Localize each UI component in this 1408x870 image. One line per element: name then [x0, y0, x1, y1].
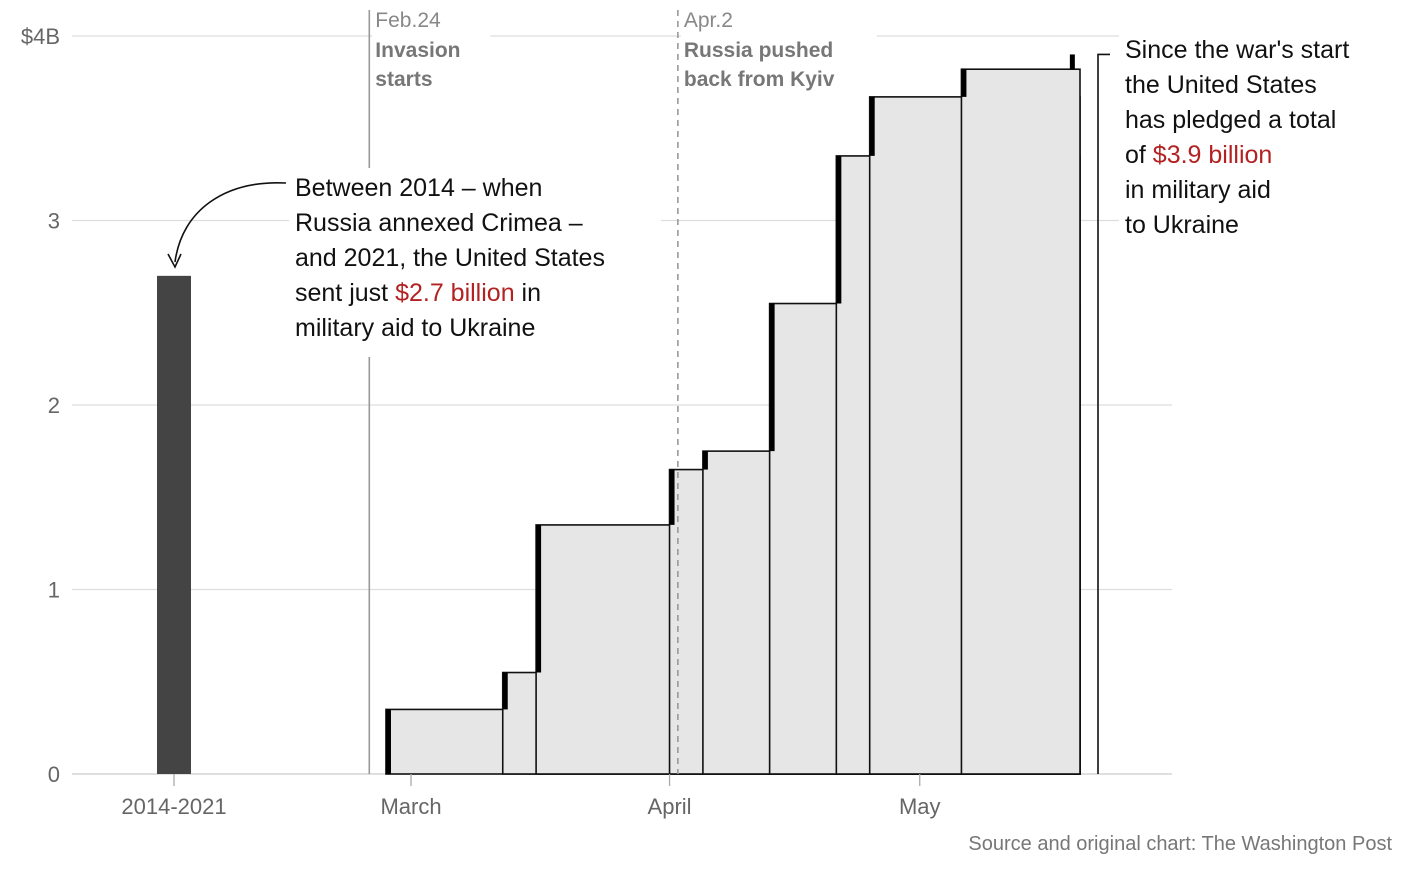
- y-tick-label: 2: [48, 393, 60, 418]
- annotation-left-bg: [289, 168, 661, 357]
- annotations: Between 2014 – when Russia annexed Crimea…: [167, 30, 1389, 774]
- pledge-step: [960, 68, 1081, 775]
- event-label-bg: [680, 5, 877, 91]
- annotation-left-line: Between 2014 – when: [295, 174, 542, 202]
- annotation-left-line: Russia annexed Crimea –: [295, 209, 583, 237]
- event-date: Apr.2: [684, 9, 733, 32]
- y-tick-label: 1: [48, 578, 60, 603]
- event-title: starts: [375, 68, 432, 91]
- annotation-right: Since the war's start the United States ha…: [1119, 30, 1389, 254]
- source-note: Source and original chart: The Washingto…: [968, 833, 1392, 855]
- y-tick-label: 3: [48, 209, 60, 234]
- total-bracket: [1097, 53, 1110, 774]
- annotation-right-line: has pledged a total: [1125, 106, 1336, 134]
- annotation-right-line: in military aid: [1125, 176, 1271, 204]
- y-tick-label: $4B: [21, 24, 60, 49]
- event-title: Invasion: [375, 39, 460, 62]
- cumulative-steps: [385, 54, 1081, 775]
- annotation-arrowhead: [167, 253, 182, 269]
- event-title: back from Kyiv: [684, 68, 835, 91]
- axes: 0 1 2 3 $4B 2014-2021 March April May: [21, 24, 941, 819]
- x-tick-label: April: [648, 794, 692, 819]
- event-label-bg: [372, 5, 491, 91]
- x-tick-label: March: [380, 794, 441, 819]
- annotation-left: Between 2014 – when Russia annexed Crimea…: [289, 168, 661, 357]
- event-marker: Feb.24 Invasion starts: [368, 5, 491, 774]
- annotation-left-line: military aid to Ukraine: [295, 314, 535, 342]
- annotation-right-line: Since the war's start: [1125, 36, 1349, 64]
- y-tick-label: 0: [48, 762, 60, 787]
- x-tick-label: May: [899, 794, 941, 819]
- annotation-left-line: sent just $2.7 billion in: [295, 279, 541, 307]
- annotation-right-line: to Ukraine: [1125, 211, 1239, 239]
- annotation-arrow: [174, 182, 287, 263]
- historical-bar: [157, 275, 191, 774]
- event-date: Feb.24: [375, 9, 441, 32]
- historical-bar-layer: [157, 275, 191, 774]
- x-tick-label: 2014-2021: [121, 794, 226, 819]
- annotation-right-line: of $3.9 billion: [1125, 141, 1272, 169]
- annotation-right-bg: [1119, 30, 1389, 254]
- events: Feb.24 Invasion starts Apr.2 Russia pushed ba…: [368, 5, 877, 774]
- annotation-left-line: and 2021, the United States: [295, 244, 605, 272]
- annotation-right-line: the United States: [1125, 71, 1317, 99]
- event-marker: Apr.2 Russia pushed back from Kyiv: [677, 5, 877, 774]
- event-title: Russia pushed: [684, 39, 833, 62]
